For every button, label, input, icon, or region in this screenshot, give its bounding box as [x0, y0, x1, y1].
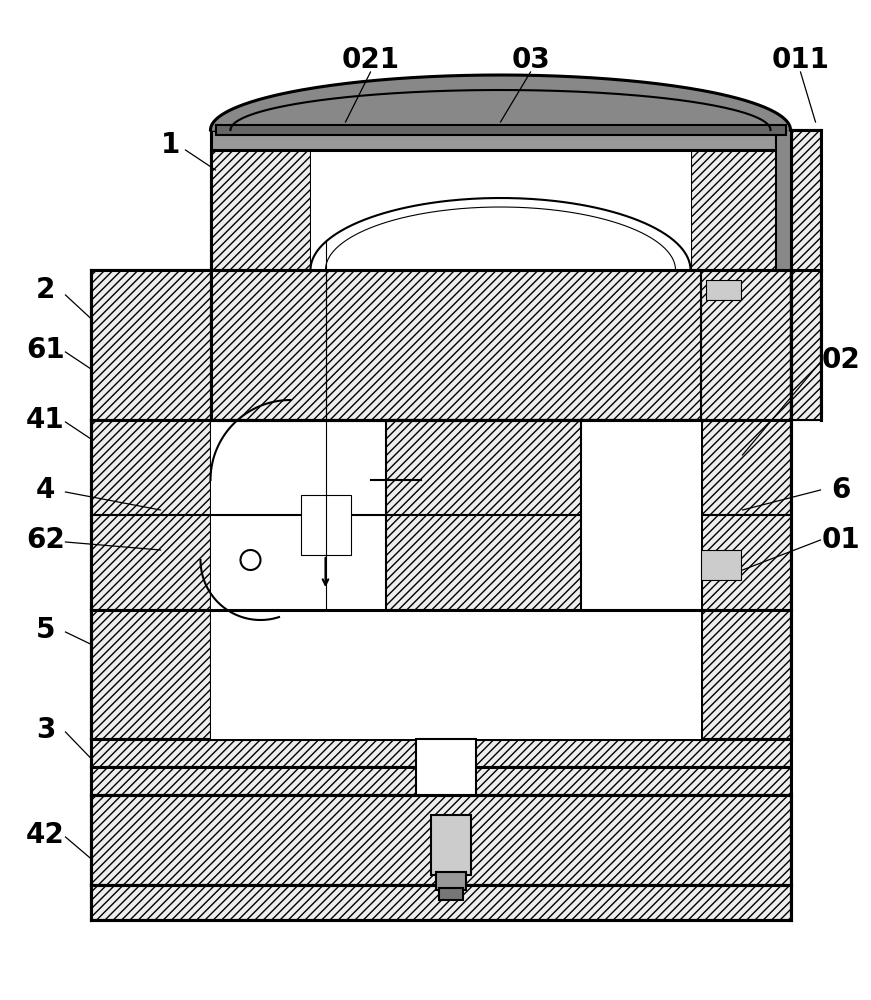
Bar [91, 270, 211, 420]
Bar [706, 280, 740, 300]
Bar [580, 420, 700, 610]
Bar [791, 130, 820, 420]
Bar [91, 795, 791, 885]
Bar [211, 270, 700, 420]
Bar [91, 885, 791, 920]
Bar [386, 420, 700, 610]
Bar [215, 125, 786, 135]
Bar [211, 150, 310, 270]
Text: 4: 4 [36, 476, 55, 504]
Bar [436, 872, 465, 890]
Bar [91, 767, 791, 795]
Bar [91, 610, 211, 739]
Text: 61: 61 [26, 336, 64, 364]
Bar [691, 150, 791, 270]
Text: 62: 62 [26, 526, 64, 554]
Text: 41: 41 [26, 406, 64, 434]
Text: 42: 42 [26, 821, 64, 849]
Bar [775, 130, 791, 270]
Text: 2: 2 [36, 276, 55, 304]
Bar [700, 420, 791, 610]
Bar [91, 739, 791, 767]
Bar [430, 815, 470, 875]
Polygon shape [211, 75, 791, 130]
Bar [211, 610, 700, 739]
Text: 3: 3 [36, 716, 55, 744]
Text: 021: 021 [341, 46, 400, 74]
Text: 01: 01 [821, 526, 860, 554]
Bar [700, 610, 791, 739]
Text: 011: 011 [772, 46, 829, 74]
Text: 03: 03 [511, 46, 550, 74]
Bar [438, 888, 463, 900]
Bar [300, 495, 350, 555]
Bar [310, 150, 691, 270]
Bar [700, 550, 740, 580]
Bar [700, 270, 791, 420]
Text: 5: 5 [36, 616, 55, 644]
Bar [211, 130, 791, 150]
Bar [791, 270, 820, 420]
Text: 02: 02 [821, 346, 860, 374]
Bar [415, 739, 476, 795]
Text: 1: 1 [161, 131, 180, 159]
Bar [211, 420, 386, 610]
Bar [91, 420, 211, 610]
Text: 6: 6 [831, 476, 850, 504]
